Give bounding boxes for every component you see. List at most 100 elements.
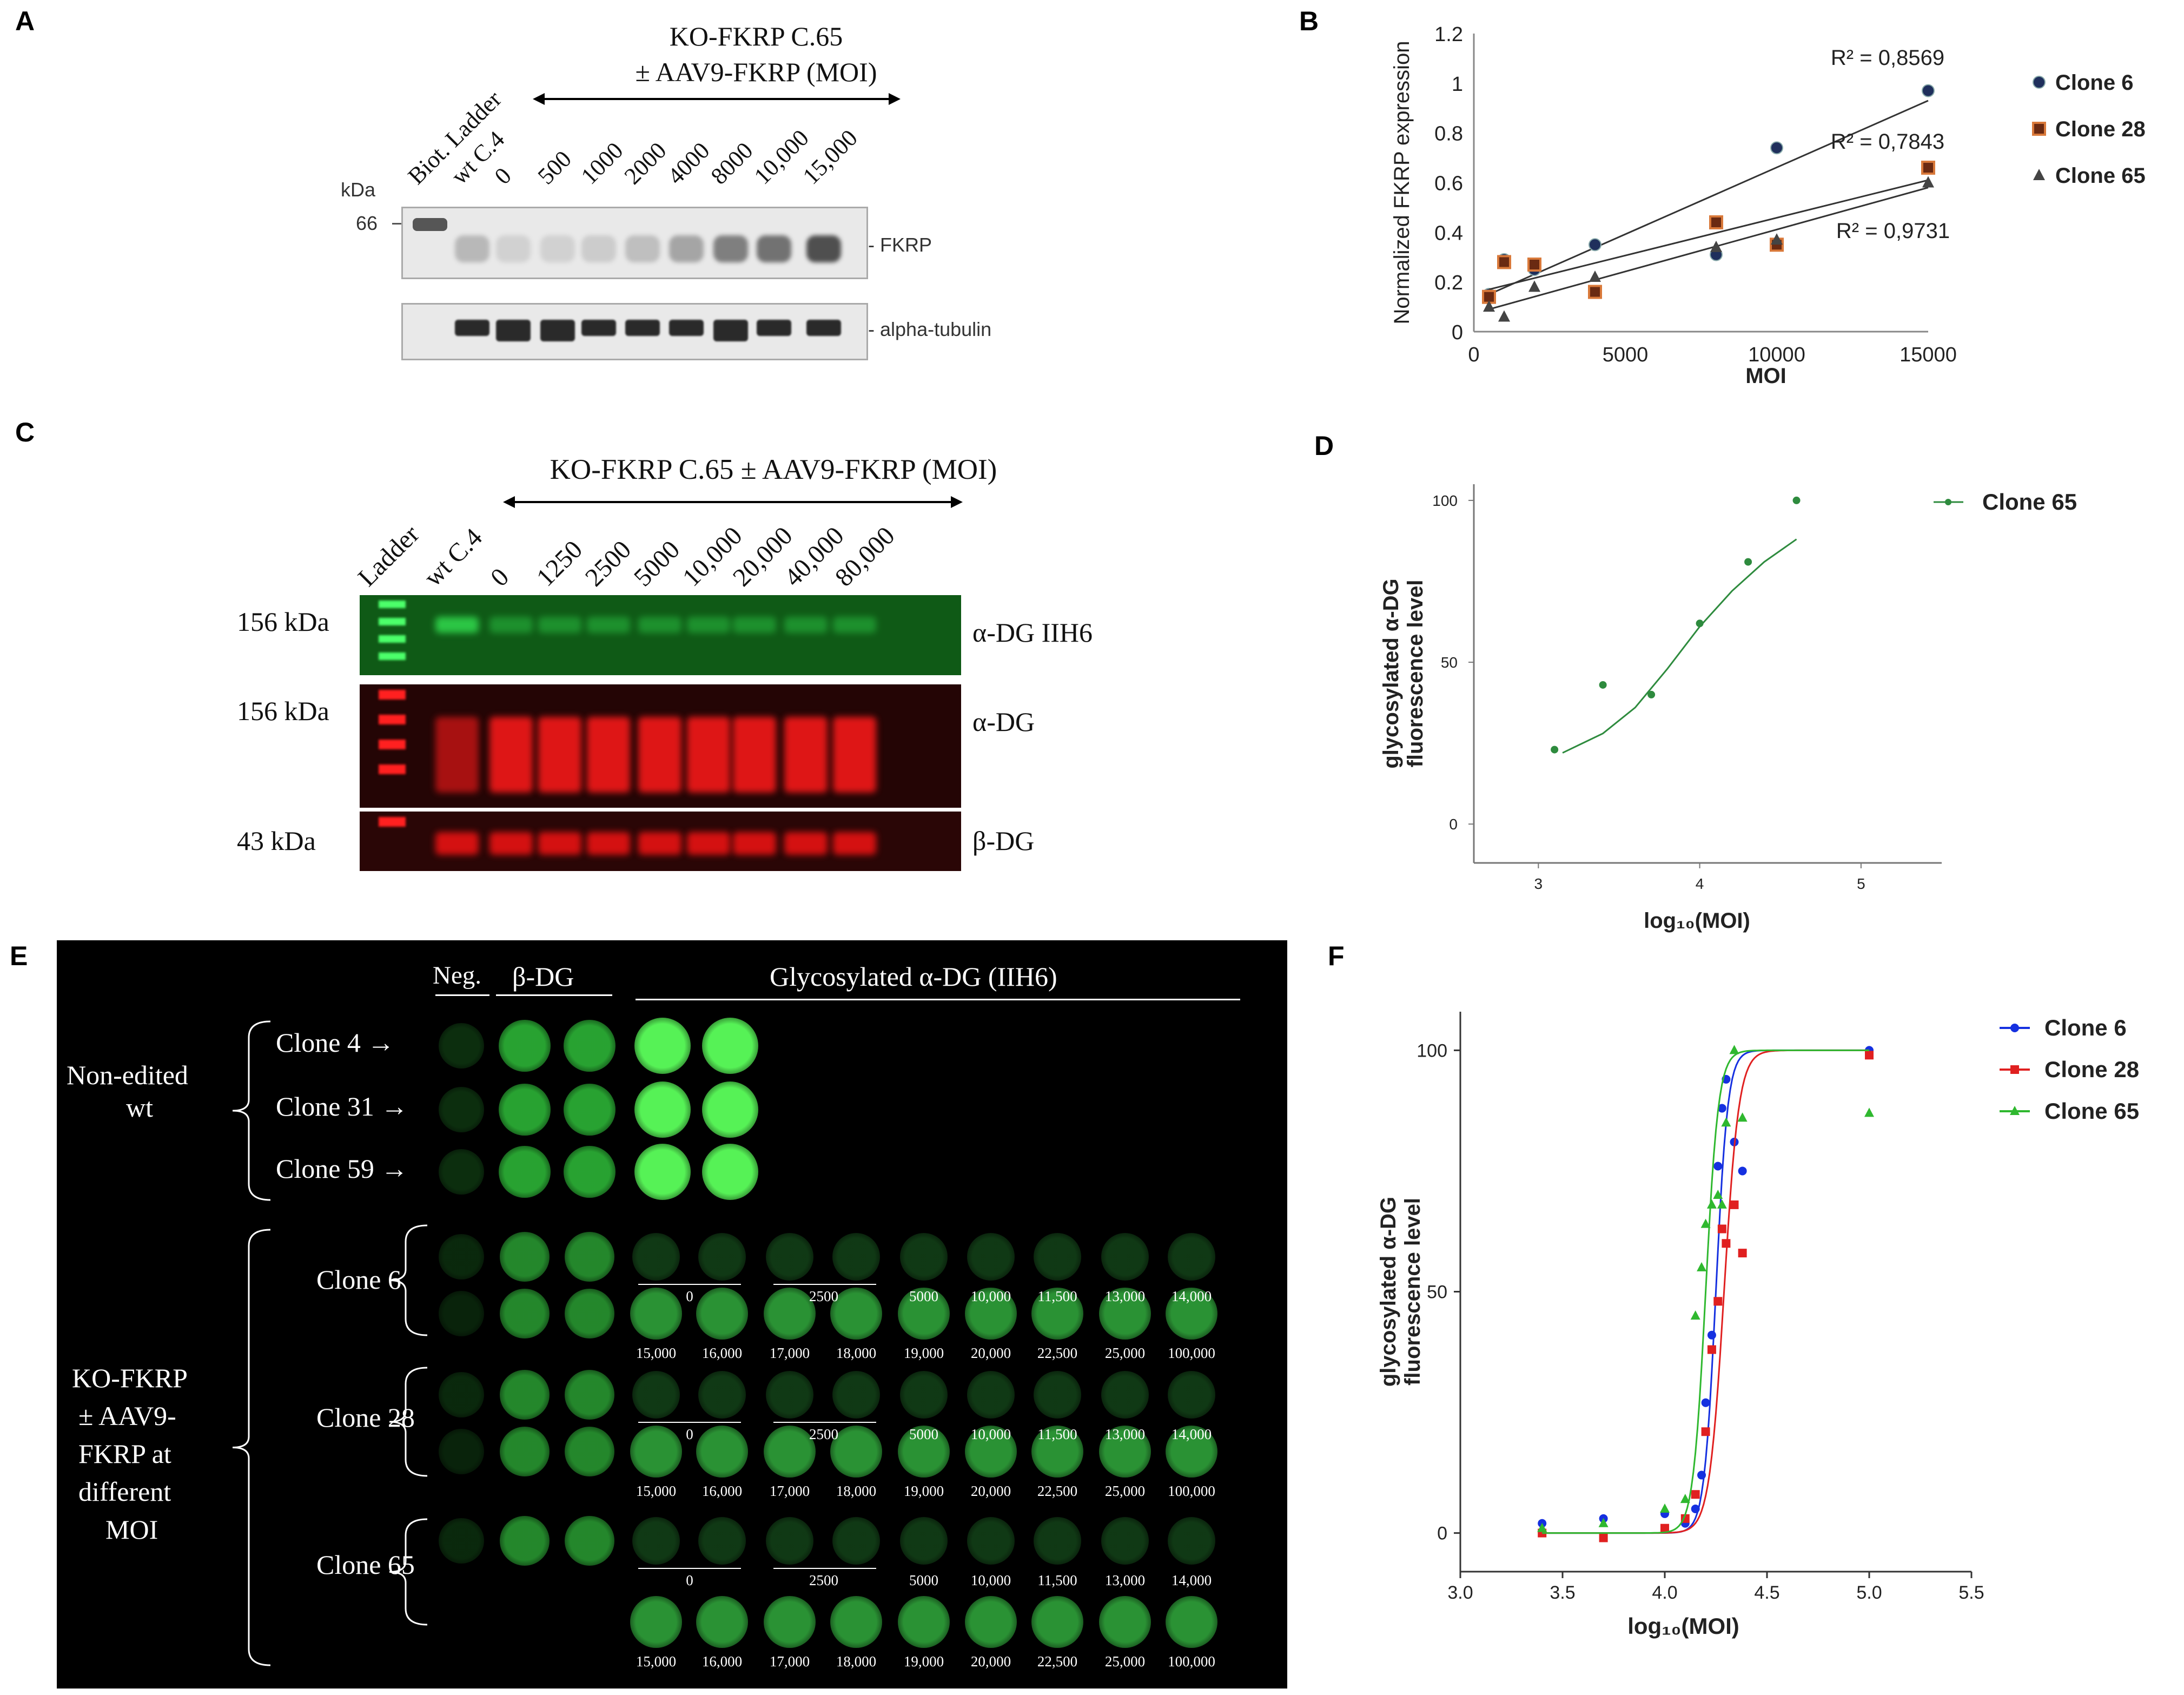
x-axis-label: log₁₀(MOI) — [1627, 1613, 1739, 1639]
x-tick-label: 4 — [1696, 875, 1704, 892]
iih6-dot-high — [830, 1426, 882, 1478]
legend-label: Clone 65 — [2055, 164, 2146, 188]
col-bdg: β-DG — [512, 961, 574, 992]
iih6-dot-high — [1099, 1426, 1151, 1478]
iih6-dot-high — [898, 1596, 950, 1648]
x-tick-label: 3.0 — [1447, 1582, 1473, 1603]
x-tick-label: 5.0 — [1856, 1582, 1882, 1603]
tubulin-band — [713, 320, 748, 341]
trendline — [1488, 179, 1929, 291]
point-clone65 — [1660, 1503, 1670, 1513]
lane-label-c-1: wt C.4 — [418, 523, 488, 592]
blot-band — [538, 832, 581, 855]
blot-band — [733, 617, 776, 633]
moi-label-r2: 25,000 — [1104, 1483, 1146, 1499]
point-clone65 — [1710, 240, 1722, 252]
iih6-dot-high — [1166, 1426, 1217, 1478]
blot-band — [638, 717, 681, 793]
blot-band — [489, 617, 533, 633]
col-bdg-rule — [496, 994, 612, 996]
iih6-dot-high — [1099, 1288, 1151, 1340]
panel-e-plate: Neg. β-DG Glycosylated α-DG (IIH6) Non-e… — [57, 940, 1287, 1689]
point-clone65 — [1717, 1199, 1727, 1209]
bdg-dot — [565, 1427, 614, 1476]
iih6-dot-high — [1166, 1596, 1217, 1648]
moi-label-r2: 17,000 — [769, 1653, 810, 1670]
group-ko-3: different — [78, 1476, 171, 1507]
fkrp-band — [806, 235, 841, 262]
moi-label-r2: 20,000 — [970, 1483, 1011, 1499]
iih6-dot — [634, 1081, 691, 1138]
iih6-dot-high — [764, 1596, 816, 1648]
lane-label-a-9: 15,000 — [797, 124, 863, 190]
bdg-dot — [500, 1370, 550, 1420]
blot-band — [733, 832, 776, 855]
braces — [232, 1020, 428, 1666]
moi-label-r1: 13,000 — [1104, 1572, 1146, 1588]
panel-a-tubulin-label: - alpha-tubulin — [868, 318, 992, 340]
bdg-dot — [500, 1232, 550, 1282]
tubulin-label-text: alpha-tubulin — [880, 318, 992, 340]
tubulin-band — [581, 320, 616, 336]
point-clone65 — [1690, 1310, 1700, 1320]
lane-label-a-2: 0 — [489, 162, 517, 190]
ladder-mark — [379, 601, 406, 608]
point-clone28 — [1730, 1200, 1739, 1209]
brace-clone6 — [389, 1224, 428, 1336]
point-clone65 — [1737, 1112, 1748, 1122]
point-clone6 — [1738, 1166, 1747, 1176]
tubulin-band — [806, 320, 841, 336]
point-clone65 — [1792, 496, 1801, 504]
panel-c-title: KO-FKRP C.65 ± AAV9-FKRP (MOI) — [550, 454, 997, 485]
lane-label-a-6: 4000 — [662, 137, 715, 190]
fkrp-band — [757, 235, 791, 262]
iih6-dot-low — [698, 1233, 746, 1281]
moi-label-r2: 16,000 — [701, 1653, 743, 1670]
bdg-dot — [500, 1516, 550, 1566]
lane-label-a-4: 1000 — [575, 137, 628, 190]
iih6-dot-high — [830, 1288, 882, 1340]
group-wt-0: Non-edited — [67, 1060, 188, 1090]
bdg-dot — [565, 1370, 614, 1420]
moi-label-r1: 14,000 — [1171, 1572, 1212, 1588]
neg-dot — [439, 1149, 484, 1195]
iih6-dot-high — [696, 1596, 748, 1648]
iih6-dot-low — [1168, 1371, 1215, 1419]
moi-label-r2: 18,000 — [836, 1345, 877, 1361]
moi-label-r1: 13,000 — [1104, 1288, 1146, 1304]
panel-a-marker: 66 — [356, 212, 378, 234]
x-axis-label: MOI — [1745, 364, 1786, 388]
col-neg-rule — [435, 994, 489, 996]
blot-band — [435, 717, 479, 793]
panel-a-kda: kDa — [341, 179, 376, 201]
moi-label-r2: 16,000 — [701, 1345, 743, 1361]
tubulin-band — [669, 320, 704, 336]
moi-label-r1: 2500 — [809, 1288, 838, 1304]
neg-dot — [439, 1291, 484, 1336]
moi-label-r2: 22,500 — [1037, 1653, 1078, 1670]
panel-a-title-2: ± AAV9-FKRP (MOI) — [635, 57, 877, 87]
fkrp-band — [669, 235, 704, 262]
moi-label-r1: 10,000 — [970, 1288, 1011, 1304]
moi-label-r2: 100,000 — [1168, 1653, 1215, 1670]
moi-rule — [773, 1284, 876, 1285]
point-clone28 — [1527, 258, 1541, 272]
legend-marker — [2032, 122, 2046, 136]
col-glyco: Glycosylated α-DG (IIH6) — [770, 961, 1057, 992]
bdg-dot — [564, 1020, 616, 1072]
point-clone65 — [1647, 690, 1656, 698]
moi-label-r2: 19,000 — [903, 1345, 944, 1361]
x-tick-label: 4.0 — [1652, 1582, 1677, 1603]
ladder-mark — [379, 817, 406, 827]
blot-band — [587, 717, 630, 793]
ladder-mark — [379, 740, 406, 749]
panel-f-label: F — [1328, 941, 1345, 971]
moi-label-r2: 25,000 — [1104, 1345, 1146, 1361]
point-clone28 — [1865, 1051, 1874, 1060]
point-clone28 — [1691, 1490, 1700, 1499]
bdg-dot — [500, 1289, 550, 1338]
group-ko-1: ± AAV9- — [78, 1401, 176, 1431]
blot-band — [784, 617, 828, 633]
blot-band — [638, 617, 681, 633]
row-kda-2: 43 kDa — [237, 826, 316, 856]
